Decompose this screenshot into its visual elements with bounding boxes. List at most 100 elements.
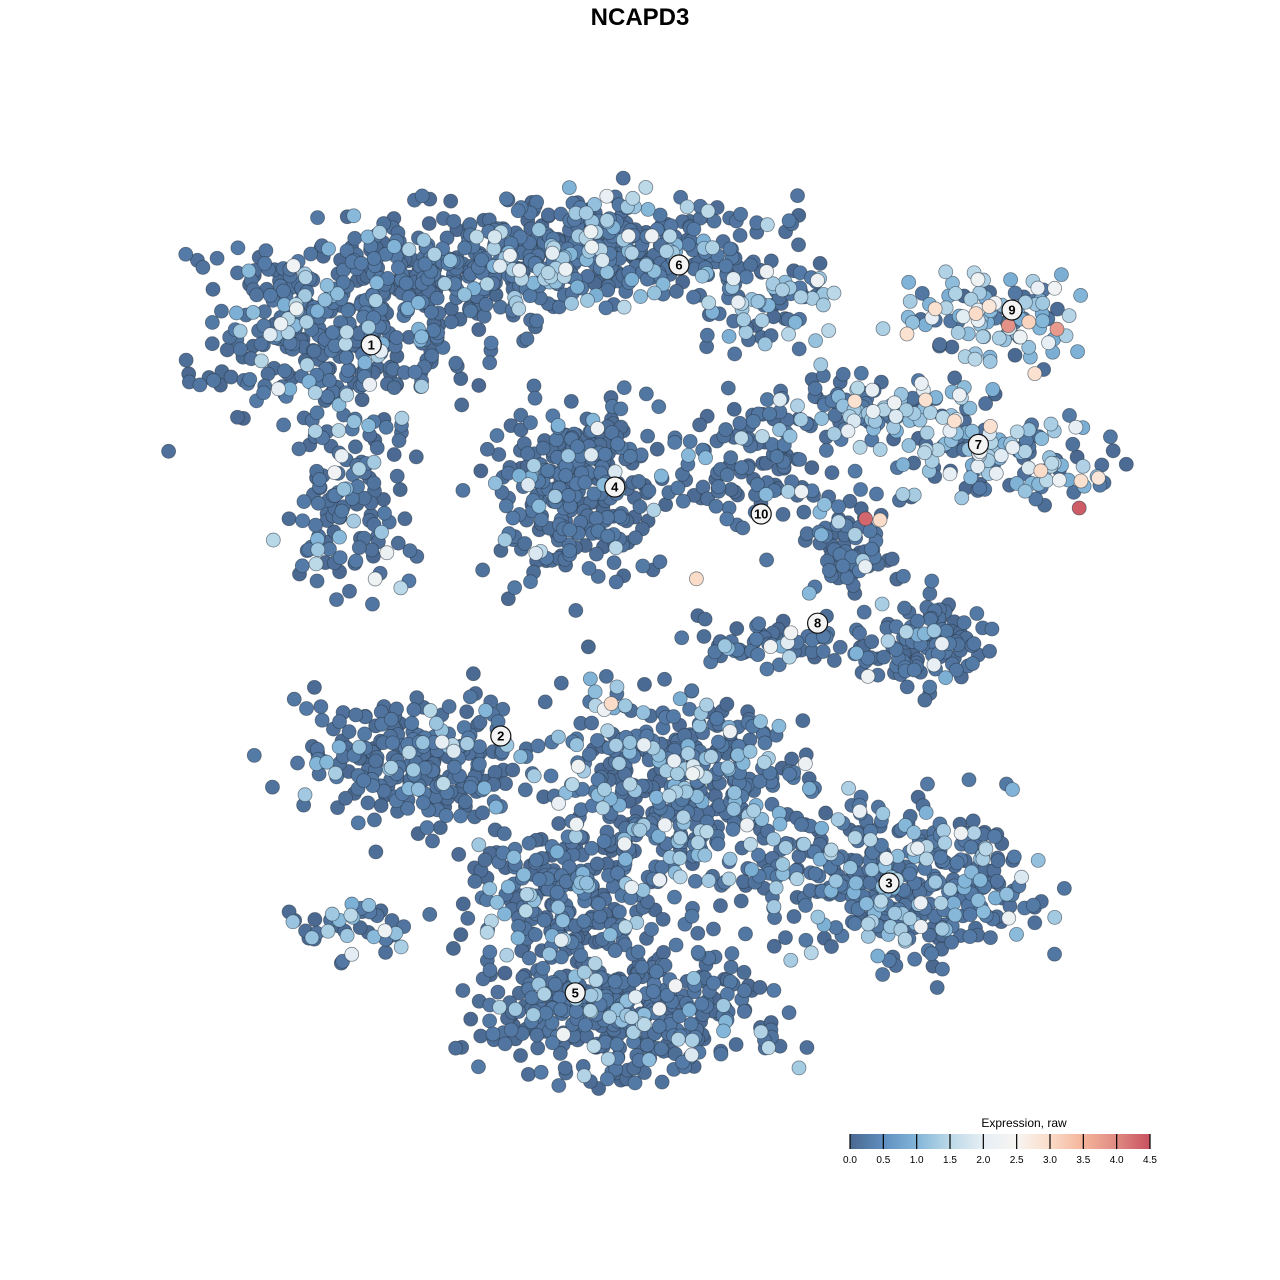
svg-text:1: 1 [368,337,375,352]
point [499,191,514,207]
point [757,336,773,352]
point [584,239,600,255]
point [728,1037,744,1052]
point [821,323,837,339]
point [469,229,484,245]
point [684,1047,700,1063]
point [938,264,954,280]
point [645,984,661,999]
point [935,961,950,977]
point [462,779,478,795]
point [668,937,684,953]
colorbar-gradient [850,1134,1150,1149]
point [857,559,873,575]
point [540,265,556,281]
point [523,415,538,431]
point [632,822,648,838]
point [869,486,884,502]
point [804,460,820,476]
point [291,441,307,457]
point [286,258,301,274]
point [553,949,569,965]
point [922,679,938,695]
point [616,380,632,396]
point [257,256,273,271]
point [351,540,367,555]
point [801,585,817,601]
point [954,490,970,506]
point [1043,416,1059,432]
point [781,213,797,229]
point [652,554,668,570]
point [346,414,362,429]
point [361,418,377,433]
point [616,299,632,315]
point [775,856,791,872]
point [332,550,348,566]
point [826,653,842,668]
point [476,780,492,796]
point [603,696,619,711]
point [841,780,857,796]
point [600,528,616,544]
point [990,853,1006,869]
point [790,188,805,204]
point [1050,301,1065,317]
point [424,348,440,364]
point [983,930,998,946]
point [524,990,540,1006]
point [429,290,445,306]
point [897,600,912,616]
point [357,726,372,742]
point [541,207,556,223]
point [797,756,813,772]
point [319,754,335,770]
point [558,468,574,483]
point [521,835,537,851]
point [561,488,577,503]
point [608,737,624,753]
point [735,520,751,536]
point [308,556,324,572]
point [929,980,945,995]
point [669,284,684,299]
point [972,872,988,888]
point [428,715,444,731]
point [338,790,353,806]
point [818,443,834,458]
point [631,474,647,489]
point [522,288,538,304]
point [752,980,768,995]
colorbar-tick-label: 3.0 [1043,1155,1057,1166]
point [852,439,868,455]
point [485,1026,501,1042]
point [332,714,347,730]
point [324,906,340,922]
point [551,795,567,811]
point [487,475,503,491]
point [926,623,942,639]
point [334,503,350,519]
point [540,463,556,478]
point [549,844,565,860]
point [965,656,980,672]
svg-text:6: 6 [675,258,682,273]
point [588,972,604,988]
point [641,1052,657,1068]
point [535,960,551,976]
point [651,828,666,844]
point [341,724,357,740]
point [948,662,964,678]
point [446,759,462,775]
point [681,447,696,463]
point [727,346,743,362]
point [880,633,896,649]
point [568,816,584,832]
point [602,1009,617,1025]
point [852,803,868,819]
point [862,832,878,848]
point [956,615,972,631]
point [475,562,491,578]
point [963,470,979,485]
